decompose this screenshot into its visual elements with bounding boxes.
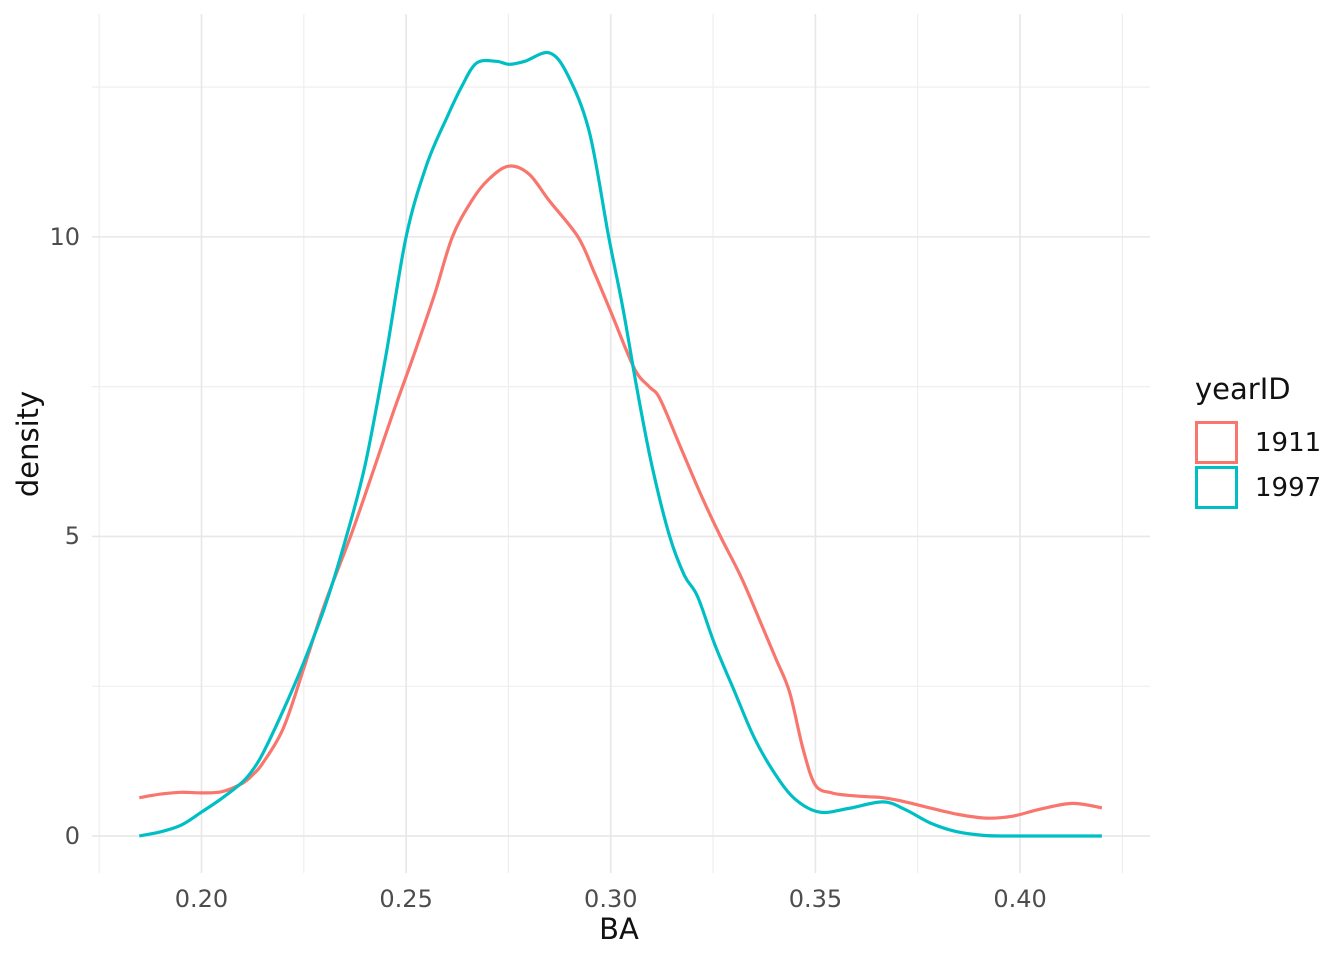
x-axis-title: BA (599, 912, 639, 946)
x-tick-label-0.30: 0.30 (584, 885, 638, 913)
legend-title: yearID (1195, 372, 1291, 406)
y-tick-label-5: 5 (64, 522, 80, 551)
legend-label: 1997 (1255, 472, 1322, 503)
x-tick-label-0.40: 0.40 (993, 885, 1047, 913)
legend-label: 1911 (1255, 427, 1322, 458)
legend-entry-1911: 1911 (1195, 420, 1321, 465)
density-curve-1911 (139, 164, 1103, 820)
x-tick-label-0.35: 0.35 (788, 885, 843, 913)
y-tick-label-0: 0 (64, 822, 80, 851)
legend-key-swatch-1997 (1195, 466, 1238, 509)
legend-entries: 1911 1997 (1195, 420, 1321, 510)
x-tick-label-0.25: 0.25 (379, 885, 433, 913)
y-tick-label-10: 10 (49, 222, 80, 251)
legend-key-swatch-1911 (1195, 421, 1238, 464)
x-tick-label-0.20: 0.20 (174, 885, 229, 913)
density-curve-1997 (138, 50, 1102, 838)
legend: yearID 1911 1997 (1195, 372, 1321, 510)
y-axis-title: density (11, 390, 45, 498)
legend-entry-1997: 1997 (1195, 465, 1321, 510)
